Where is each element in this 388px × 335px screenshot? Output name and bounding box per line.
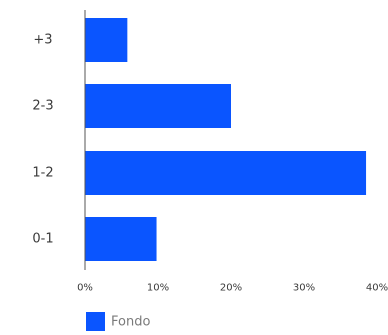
bar-+3 bbox=[85, 18, 128, 62]
legend: Fondo bbox=[86, 312, 150, 331]
legend-swatch bbox=[86, 312, 105, 331]
bar-2-3 bbox=[85, 84, 231, 128]
x-tick-label: 20% bbox=[220, 283, 242, 294]
x-tick-label: 10% bbox=[147, 283, 169, 294]
bar-1-2 bbox=[85, 151, 367, 195]
x-tick-label: 30% bbox=[293, 283, 315, 294]
category-label: +3 bbox=[33, 33, 52, 48]
category-label: 2-3 bbox=[32, 99, 53, 114]
x-tick-label: 0% bbox=[77, 283, 93, 294]
category-label: 0-1 bbox=[32, 232, 53, 247]
x-axis-ticks: 0% 10% 20% 30% 40% bbox=[77, 283, 388, 294]
x-tick-label: 40% bbox=[366, 283, 388, 294]
bars-layer bbox=[85, 18, 367, 261]
y-axis-categories: +3 2-3 1-2 0-1 bbox=[32, 33, 53, 247]
legend-label: Fondo bbox=[111, 315, 150, 330]
category-label: 1-2 bbox=[32, 166, 53, 181]
bar-0-1 bbox=[85, 217, 157, 261]
